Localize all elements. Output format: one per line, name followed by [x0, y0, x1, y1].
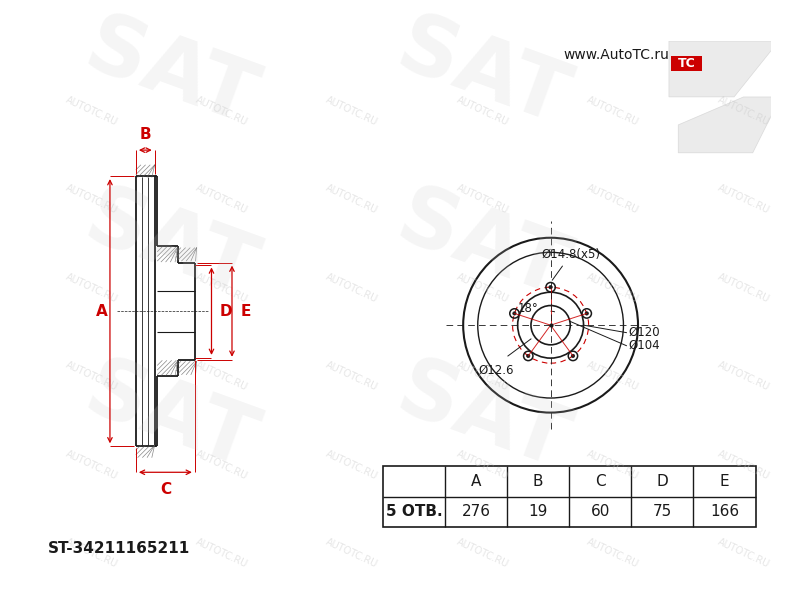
- Text: AUTOTC.RU: AUTOTC.RU: [716, 448, 771, 481]
- Text: SAT: SAT: [386, 178, 578, 314]
- Text: AUTOTC.RU: AUTOTC.RU: [325, 271, 380, 304]
- Text: AUTOTC.RU: AUTOTC.RU: [716, 94, 771, 127]
- Text: Ø120: Ø120: [628, 326, 660, 339]
- Text: 75: 75: [653, 505, 672, 520]
- Text: A: A: [96, 304, 107, 319]
- Text: SAT: SAT: [74, 350, 266, 487]
- Text: 276: 276: [462, 505, 490, 520]
- Text: AUTOTC.RU: AUTOTC.RU: [64, 537, 119, 570]
- Text: AUTOTC.RU: AUTOTC.RU: [194, 537, 250, 570]
- Text: AUTOTC.RU: AUTOTC.RU: [455, 271, 510, 304]
- Text: AUTOTC.RU: AUTOTC.RU: [586, 271, 641, 304]
- Text: A: A: [471, 474, 482, 489]
- Text: AUTOTC.RU: AUTOTC.RU: [455, 94, 510, 127]
- Text: AUTOTC.RU: AUTOTC.RU: [194, 94, 250, 127]
- Text: Ø12.6: Ø12.6: [478, 364, 514, 376]
- Text: AUTOTC.RU: AUTOTC.RU: [455, 360, 510, 393]
- Text: AUTOTC.RU: AUTOTC.RU: [586, 94, 641, 127]
- Text: AUTOTC.RU: AUTOTC.RU: [586, 537, 641, 570]
- Text: AUTOTC.RU: AUTOTC.RU: [325, 537, 380, 570]
- Text: E: E: [720, 474, 730, 489]
- Text: AUTOTC.RU: AUTOTC.RU: [194, 183, 250, 216]
- Text: AUTOTC.RU: AUTOTC.RU: [64, 448, 119, 481]
- Text: 19: 19: [529, 505, 548, 520]
- Text: SAT: SAT: [386, 350, 578, 487]
- Text: E: E: [240, 304, 250, 319]
- Text: 60: 60: [590, 505, 610, 520]
- Text: AUTOTC.RU: AUTOTC.RU: [64, 360, 119, 393]
- Text: AUTOTC.RU: AUTOTC.RU: [455, 537, 510, 570]
- Circle shape: [549, 286, 552, 289]
- Polygon shape: [678, 97, 771, 153]
- Text: AUTOTC.RU: AUTOTC.RU: [586, 360, 641, 393]
- Text: D: D: [220, 304, 233, 319]
- Text: AUTOTC.RU: AUTOTC.RU: [716, 360, 771, 393]
- Text: AUTOTC.RU: AUTOTC.RU: [455, 448, 510, 481]
- Text: AUTOTC.RU: AUTOTC.RU: [586, 183, 641, 216]
- Text: AUTOTC.RU: AUTOTC.RU: [325, 448, 380, 481]
- FancyBboxPatch shape: [670, 56, 702, 71]
- Text: AUTOTC.RU: AUTOTC.RU: [716, 183, 771, 216]
- Bar: [383, 466, 755, 527]
- Text: SAT: SAT: [74, 178, 266, 314]
- Text: C: C: [595, 474, 606, 489]
- Text: AUTOTC.RU: AUTOTC.RU: [325, 183, 380, 216]
- Text: AUTOTC.RU: AUTOTC.RU: [455, 183, 510, 216]
- Text: AUTOTC.RU: AUTOTC.RU: [194, 448, 250, 481]
- Circle shape: [513, 312, 516, 315]
- Text: SAT: SAT: [386, 5, 578, 142]
- Polygon shape: [669, 41, 771, 97]
- Text: AUTOTC.RU: AUTOTC.RU: [194, 271, 250, 304]
- Text: AUTOTC.RU: AUTOTC.RU: [586, 448, 641, 481]
- Text: AUTOTC.RU: AUTOTC.RU: [194, 360, 250, 393]
- Text: D: D: [657, 474, 668, 489]
- Text: AUTOTC.RU: AUTOTC.RU: [325, 360, 380, 393]
- Text: AUTOTC.RU: AUTOTC.RU: [325, 94, 380, 127]
- Text: C: C: [160, 482, 171, 497]
- Text: SAT: SAT: [74, 5, 266, 142]
- Text: AUTOTC.RU: AUTOTC.RU: [64, 183, 119, 216]
- Text: AUTOTC.RU: AUTOTC.RU: [716, 537, 771, 570]
- Text: Ø14.8(x5): Ø14.8(x5): [542, 248, 600, 280]
- Text: AUTOTC.RU: AUTOTC.RU: [64, 271, 119, 304]
- Text: 5 ОТВ.: 5 ОТВ.: [386, 505, 442, 520]
- Circle shape: [571, 354, 574, 358]
- Text: www.AutoTC.ru: www.AutoTC.ru: [563, 47, 669, 62]
- Text: TC: TC: [678, 57, 695, 70]
- Circle shape: [526, 354, 530, 358]
- Text: ST-34211165211: ST-34211165211: [48, 541, 190, 556]
- Text: Ø104: Ø104: [628, 339, 660, 352]
- Text: 166: 166: [710, 505, 739, 520]
- Text: B: B: [533, 474, 543, 489]
- Circle shape: [585, 312, 589, 315]
- Text: 18°: 18°: [518, 302, 538, 315]
- Text: AUTOTC.RU: AUTOTC.RU: [716, 271, 771, 304]
- Text: B: B: [139, 127, 151, 142]
- Text: AUTOTC.RU: AUTOTC.RU: [64, 94, 119, 127]
